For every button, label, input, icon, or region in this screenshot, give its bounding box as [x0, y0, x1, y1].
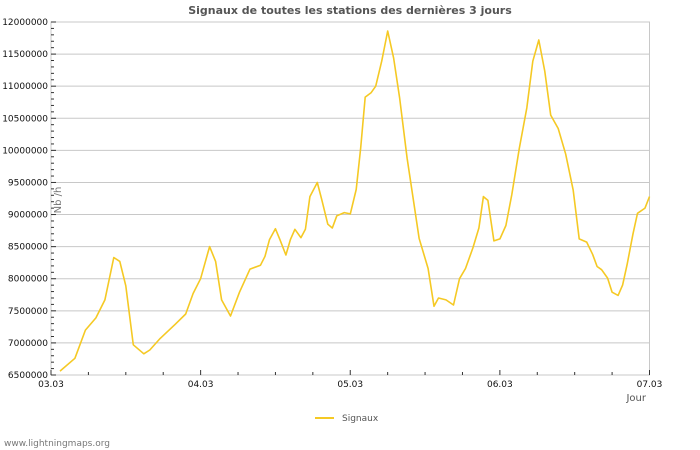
x-tick-label: 06.03 [487, 380, 513, 390]
signaux-line [59, 30, 651, 372]
x-tick-label: 05.03 [337, 380, 363, 390]
y-tick-label: 10000000 [2, 146, 48, 156]
y-tick-label: 9000000 [8, 211, 48, 221]
y-axis-label: Nb /h [53, 187, 64, 214]
footer-site: www.lightningmaps.org [4, 439, 110, 449]
y-tick-label: 10500000 [2, 114, 48, 124]
x-tick-label: 03.03 [38, 380, 64, 390]
y-tick-label: 11000000 [2, 82, 48, 92]
y-tick-label: 8500000 [8, 243, 48, 253]
y-tick-label: 6500000 [8, 371, 48, 381]
x-axis-label: Jour [625, 393, 646, 404]
y-axis: 6500000 7000000 7500000 8000000 8500000 90000… [2, 18, 56, 381]
legend-label: Signaux [342, 414, 379, 424]
y-tick-label: 11500000 [2, 50, 48, 60]
plot-frame [50, 21, 650, 376]
x-axis: 03.03 04.03 05.03 06.03 07.03 [38, 370, 662, 390]
gridlines [51, 21, 650, 344]
y-tick-label: 9500000 [8, 178, 48, 188]
chart-title: Signaux de toutes les stations des derni… [188, 4, 512, 17]
x-tick-label: 04.03 [188, 380, 214, 390]
y-tick-label: 7500000 [8, 307, 48, 317]
x-tick-label: 07.03 [637, 380, 663, 390]
y-tick-label: 7000000 [8, 339, 48, 349]
y-tick-label: 12000000 [2, 18, 48, 28]
y-tick-label: 8000000 [8, 275, 48, 285]
